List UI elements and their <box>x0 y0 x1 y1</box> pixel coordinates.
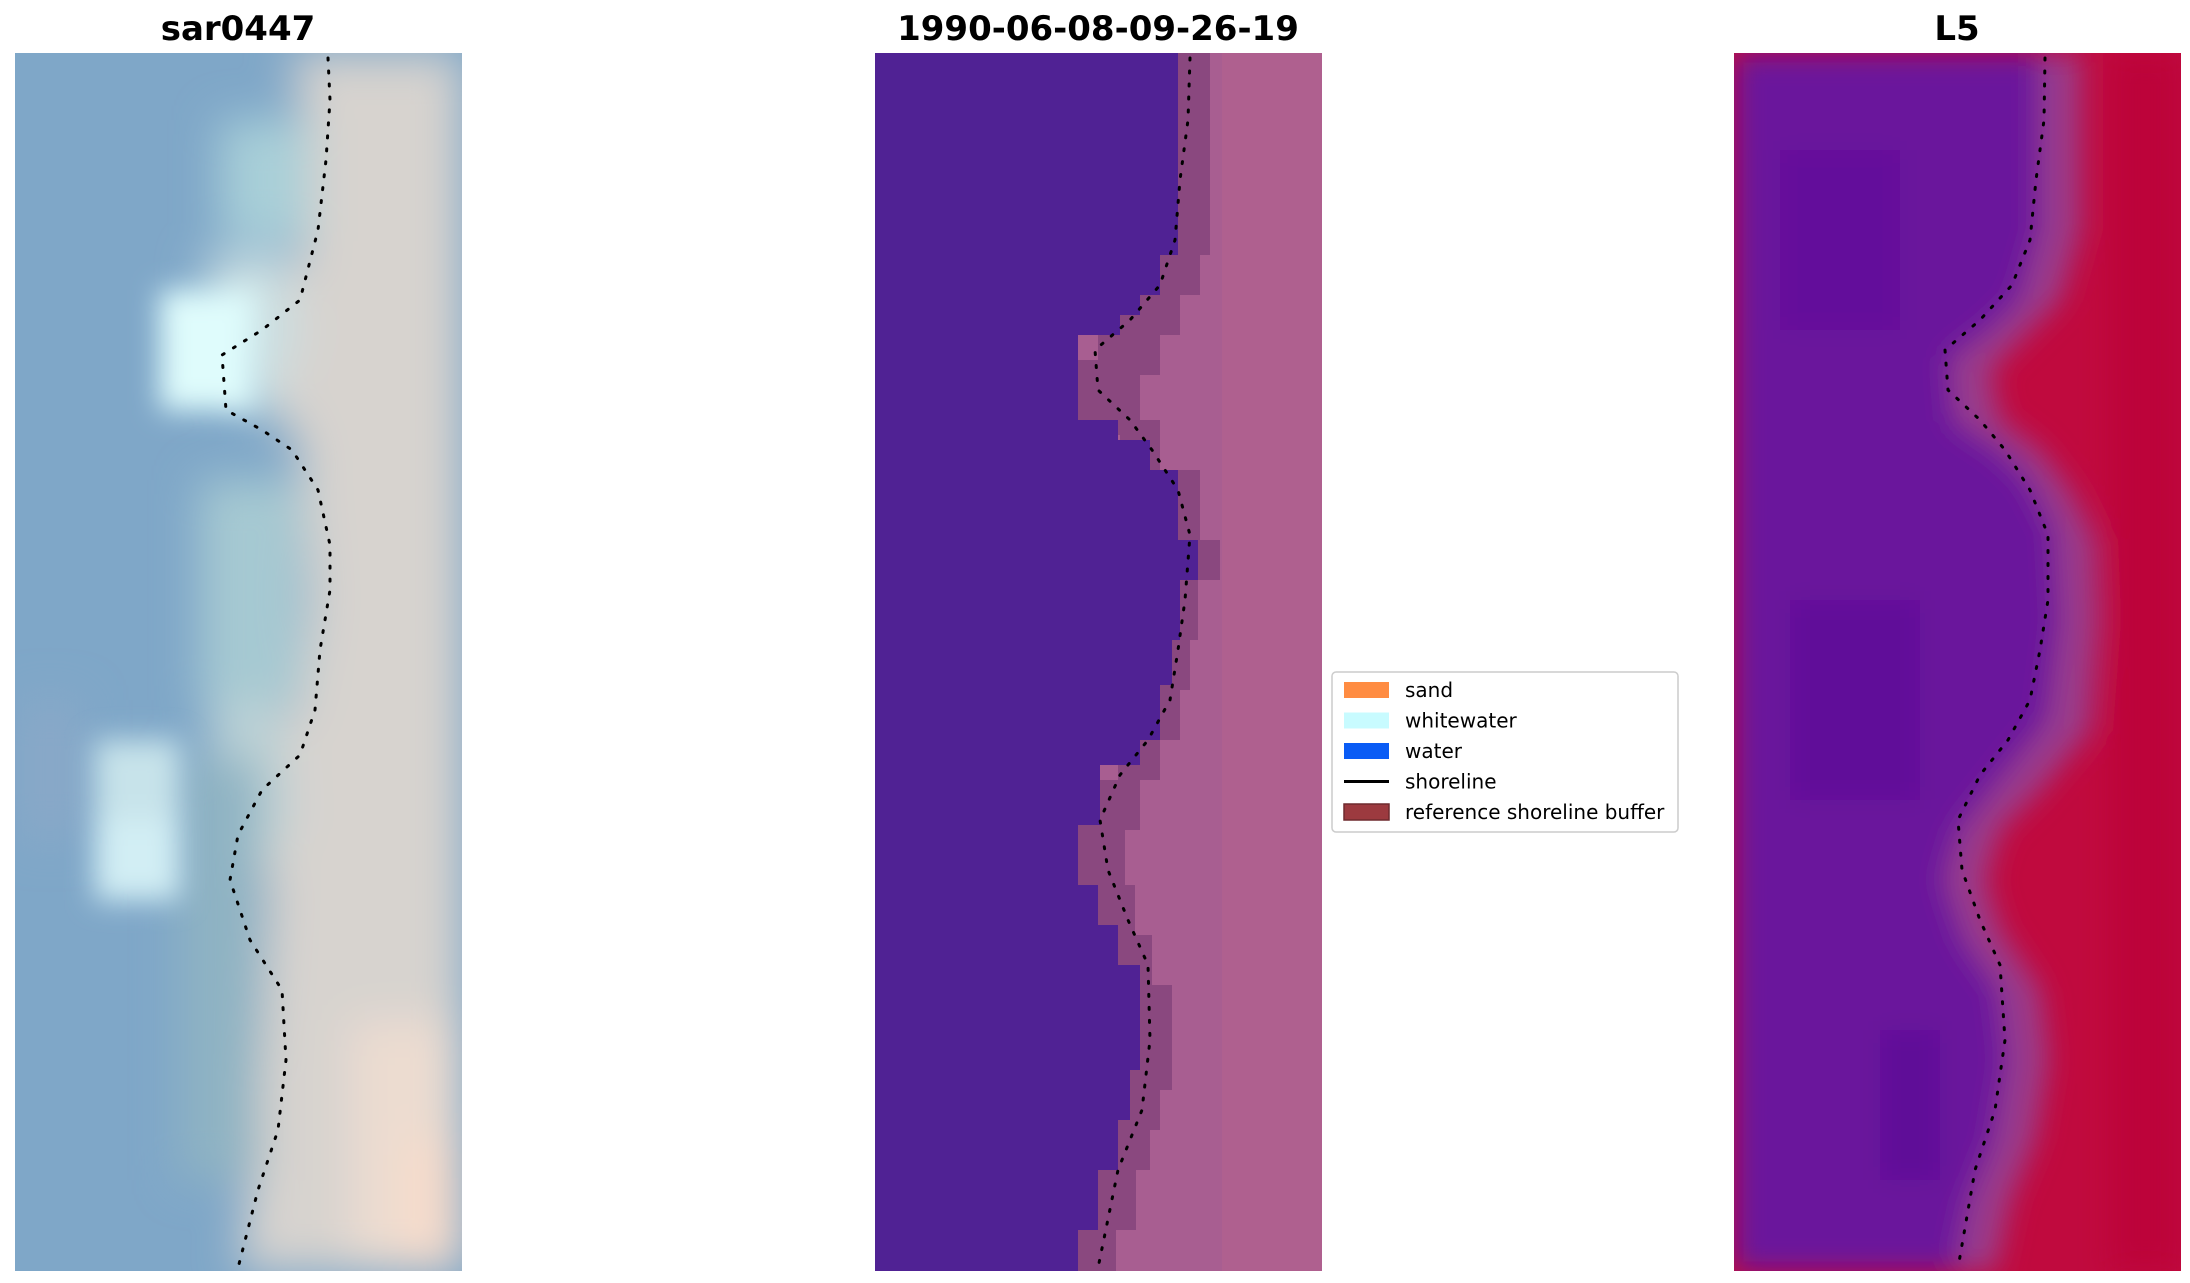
legend-patch-swatch <box>1344 712 1389 729</box>
legend-item: shoreline <box>1344 770 1497 794</box>
legend-patch-swatch <box>1344 682 1389 698</box>
legend-patch-swatch <box>1344 743 1389 759</box>
legend-patch-swatch <box>1343 803 1390 821</box>
legend-label: reference shoreline buffer <box>1405 800 1665 824</box>
whitewater-patch <box>160 290 255 410</box>
shoreline-line <box>1943 56 2050 1270</box>
index-panel-title: L5 <box>1934 9 1979 49</box>
legend-label: whitewater <box>1405 709 1517 733</box>
whitewater-patch <box>95 820 180 900</box>
land-area <box>1222 53 1322 1271</box>
legend-item: water <box>1344 739 1463 763</box>
index-image <box>1734 53 2181 1271</box>
legend-frame <box>1331 671 1679 833</box>
rgb-panel: sar0447 <box>15 9 462 1271</box>
whitewater-patch <box>95 740 180 830</box>
legend-label: shoreline <box>1405 770 1497 794</box>
rgb-image <box>15 53 462 1271</box>
legend-label: sand <box>1405 678 1453 702</box>
legend-label: water <box>1405 739 1463 763</box>
legend-item: whitewater <box>1344 709 1517 733</box>
water-area <box>875 53 1198 1271</box>
reference-shoreline-buffer <box>1945 53 2098 1271</box>
index-panel: L5 <box>1734 9 2181 1271</box>
legend-item: reference shoreline buffer <box>1343 800 1665 824</box>
classified-image <box>875 53 1322 1271</box>
classified-panel-title: 1990-06-08-09-26-19 <box>897 9 1299 49</box>
legend-item: sand <box>1344 678 1453 702</box>
classified-panel: 1990-06-08-09-26-19 <box>875 9 1322 1271</box>
rgb-panel-title: sar0447 <box>161 9 316 49</box>
legend: sand whitewater water shoreline reference sh… <box>1331 671 1679 833</box>
